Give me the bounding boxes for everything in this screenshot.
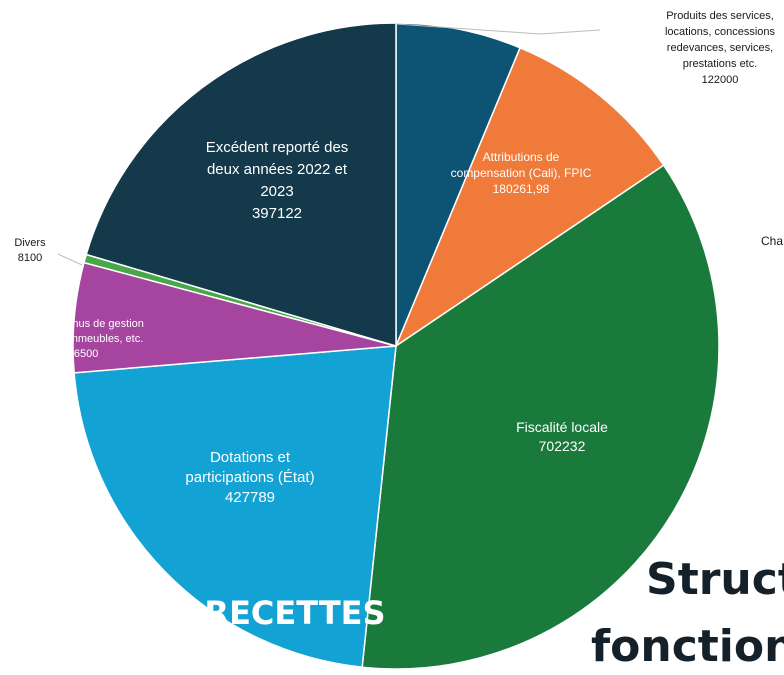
slice-label: Produits des services, locations, concess… <box>665 10 776 86</box>
title-fragment-1: Struct <box>646 554 784 605</box>
slice-label-line: 8100 <box>18 252 42 264</box>
pie-slice <box>85 22 397 348</box>
slice-label-line: 397122 <box>252 205 302 222</box>
slice-label: Autres revenus de gestion courante (immeu… <box>16 318 144 360</box>
slice-label-line: Excédent reporté des <box>206 139 349 156</box>
slice-label-line: courante (immeubles, etc. <box>17 333 144 345</box>
slice-label-line: 702232 <box>539 438 586 454</box>
slice-label: Excédent reporté des deux années 2022 et 2… <box>206 139 349 222</box>
leader-line <box>57 253 83 266</box>
pie-slice <box>73 345 397 669</box>
slice-label-line: Autres revenus de gestion <box>16 318 144 330</box>
title-fragment-2: fonction <box>591 621 784 672</box>
slice-label-line: redevances, services, <box>667 42 773 54</box>
slice-label-line: participations (État) <box>185 469 314 486</box>
slice-label-line: 427789 <box>225 489 275 506</box>
leader-line <box>395 23 601 35</box>
slice-label-line: Attributions de <box>483 150 560 164</box>
slice-label-line: 122000 <box>702 74 739 86</box>
slice-label-line: locations, concessions <box>665 26 776 38</box>
slice-label-line: prestations etc. <box>683 58 758 70</box>
slice-label-line: Fiscalité locale <box>516 419 608 435</box>
pie-slice <box>361 164 720 670</box>
recettes-label: RECETTES <box>204 594 385 632</box>
slice-label-line: Divers <box>14 237 46 249</box>
slice-label: Attributions de compensation (Cali), FPIC… <box>451 150 592 196</box>
slice-label-line: Produits des services, <box>666 10 774 22</box>
slice-label-line: Dotations et <box>210 449 291 466</box>
slice-label-line: 106500 <box>62 348 99 360</box>
slice-label-line: 180261,98 <box>493 182 550 196</box>
slice-label-line: deux années 2022 et <box>207 161 348 178</box>
pie-slice <box>394 46 665 349</box>
slice-label: Divers 8100 <box>14 237 46 264</box>
slice-label: Dotations et participations (État) 427789 <box>185 449 314 506</box>
side-fragment-label: Cha <box>761 234 783 248</box>
pie-slice <box>395 22 522 347</box>
slice-label-line: compensation (Cali), FPIC <box>451 166 592 180</box>
slice-label-line: 2023 <box>260 183 293 200</box>
slice-label: Fiscalité locale 702232 <box>516 419 608 454</box>
